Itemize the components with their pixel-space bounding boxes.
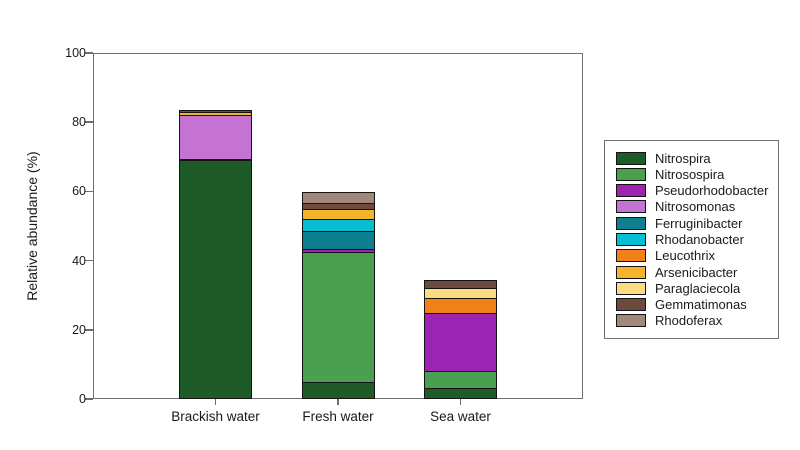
- x-tick-label: Fresh water: [302, 409, 374, 424]
- legend-swatch-nitrosomonas: [616, 200, 646, 214]
- y-tick-mark: [85, 190, 93, 193]
- legend-label: Gemmatimonas: [655, 297, 747, 313]
- legend-label: Nitrospira: [655, 150, 711, 166]
- x-tick-mark: [337, 399, 339, 405]
- stacked-bar-sea-water: [424, 53, 497, 399]
- legend-item-gemmatimonas: Gemmatimonas: [616, 297, 770, 313]
- bar-segment-nitrosospira: [424, 370, 497, 390]
- legend-label: Rhodoferax: [655, 313, 723, 329]
- bar-segment-nitrosomonas: [179, 114, 252, 160]
- legend-item-pseudorhodobacter: Pseudorhodobacter: [616, 183, 770, 199]
- legend-item-leucothrix: Leucothrix: [616, 248, 770, 264]
- legend-label: Ferruginibacter: [655, 215, 743, 231]
- x-tick-mark: [214, 399, 217, 405]
- legend-swatch-nitrosospira: [616, 167, 646, 181]
- bar-segment-rhodoferax: [301, 192, 375, 204]
- legend-item-nitrospira: Nitrospira: [616, 150, 770, 166]
- x-tick-label: Sea water: [430, 409, 491, 424]
- y-axis-title: Relative abundance (%): [24, 151, 40, 301]
- legend-swatch-leucothrix: [616, 249, 646, 263]
- legend-label: Paraglaciecola: [655, 280, 741, 296]
- bar-segment-leucothrix: [424, 297, 497, 314]
- y-tick-label: 40: [72, 253, 86, 268]
- legend-swatch-gemmatimonas: [616, 298, 646, 312]
- y-tick-label: 0: [79, 392, 86, 406]
- legend-swatch-ferruginibacter: [616, 216, 646, 230]
- legend-label: Pseudorhodobacter: [655, 183, 769, 199]
- bar-segment-nitrospira: [424, 388, 497, 399]
- legend-swatch-rhodanobacter: [616, 232, 646, 246]
- legend-swatch-rhodoferax: [616, 314, 646, 328]
- bar-segment-paraglaciecola: [424, 288, 497, 299]
- bar-segment-nitrosospira: [301, 251, 375, 384]
- legend: Nitrospira Nitrosospira Pseudorhodobacter N…: [604, 140, 779, 339]
- y-tick-mark: [85, 121, 93, 123]
- legend-item-arsenicibacter: Arsenicibacter: [616, 264, 770, 280]
- legend-label: Nitrosospira: [655, 166, 725, 182]
- legend-swatch-nitrospira: [616, 151, 646, 165]
- legend-label: Arsenicibacter: [655, 264, 738, 280]
- stacked-bar-fresh-water: [301, 53, 375, 399]
- legend-swatch-arsenicibacter: [616, 265, 646, 279]
- stacked-bar-brackish-water: [179, 53, 252, 399]
- legend-label: Leucothrix: [655, 248, 715, 264]
- y-tick-label: 60: [72, 184, 86, 199]
- y-tick-mark: [85, 329, 93, 331]
- bar-segment-rhodanobacter: [301, 219, 375, 233]
- y-tick-mark: [85, 52, 93, 54]
- bar-segment-arsenicibacter: [301, 209, 375, 221]
- bar-segment-pseudorhodobacter: [424, 312, 497, 372]
- y-tick-label: 100: [65, 46, 86, 60]
- legend-item-nitrosospira: Nitrosospira: [616, 166, 770, 182]
- legend-item-ferruginibacter: Ferruginibacter: [616, 215, 770, 231]
- legend-item-rhodanobacter: Rhodanobacter: [616, 231, 770, 247]
- legend-label: Nitrosomonas: [655, 199, 736, 215]
- bar-segment-ferruginibacter: [301, 231, 375, 250]
- legend-item-nitrosomonas: Nitrosomonas: [616, 199, 770, 215]
- legend-swatch-paraglaciecola: [616, 281, 646, 295]
- legend-label: Rhodanobacter: [655, 231, 744, 247]
- bar-segment-gemmatimonas: [424, 280, 497, 290]
- y-tick-mark: [85, 398, 93, 400]
- legend-item-rhodoferax: Rhodoferax: [616, 313, 770, 329]
- x-tick-mark: [459, 399, 462, 405]
- x-tick-label: Brackish water: [171, 409, 260, 424]
- y-tick-label: 80: [72, 115, 86, 130]
- legend-item-paraglaciecola: Paraglaciecola: [616, 280, 770, 296]
- y-tick-label: 20: [72, 322, 86, 337]
- bar-segment-nitrospira: [179, 159, 252, 399]
- bar-segment-gemmatimonas: [179, 109, 252, 114]
- bar-segment-nitrospira: [301, 382, 375, 399]
- bar-segment-gemmatimonas: [301, 202, 375, 211]
- legend-swatch-pseudorhodobacter: [616, 184, 646, 198]
- y-tick-mark: [85, 259, 93, 262]
